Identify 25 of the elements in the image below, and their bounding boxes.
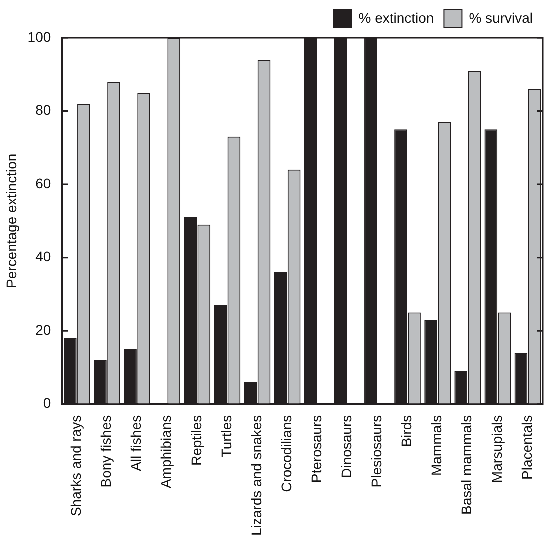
x-tick-label: Bony fishes — [98, 415, 114, 488]
x-tick-label: Birds — [398, 415, 415, 448]
x-tick-label: Plesiosaurs — [368, 415, 385, 488]
y-tick-label: 100 — [28, 28, 52, 45]
x-tick-label: Placentals — [518, 415, 535, 480]
x-tick-label: Lizards and snakes — [248, 415, 264, 536]
x-tick-label: Dinosaurs — [338, 415, 355, 478]
legend-label: % extinction — [358, 10, 434, 26]
x-tick-label: Basal mammals — [458, 415, 475, 515]
y-axis-title: Percentage extinction — [3, 154, 20, 289]
x-tick-label: Reptiles — [188, 415, 204, 466]
y-tick-label: 20 — [36, 322, 52, 338]
x-tick-label: Amphibians — [158, 415, 174, 489]
x-tick-label: Mammals — [428, 415, 445, 476]
x-tick-label: All fishes — [128, 415, 144, 472]
y-tick-label: 80 — [36, 102, 52, 118]
legend-label: % survival — [469, 10, 534, 26]
x-tick-label: Crocodilians — [278, 415, 294, 492]
y-tick-label: 40 — [36, 248, 52, 265]
y-tick-label: 0 — [43, 395, 52, 412]
x-tick-label: Pterosaurs — [308, 415, 324, 484]
x-tick-label: Turtles — [218, 415, 234, 458]
x-tick-label: Sharks and rays — [68, 415, 84, 517]
y-tick-label: 60 — [36, 175, 52, 192]
x-tick-label: Marsupials — [488, 415, 505, 484]
